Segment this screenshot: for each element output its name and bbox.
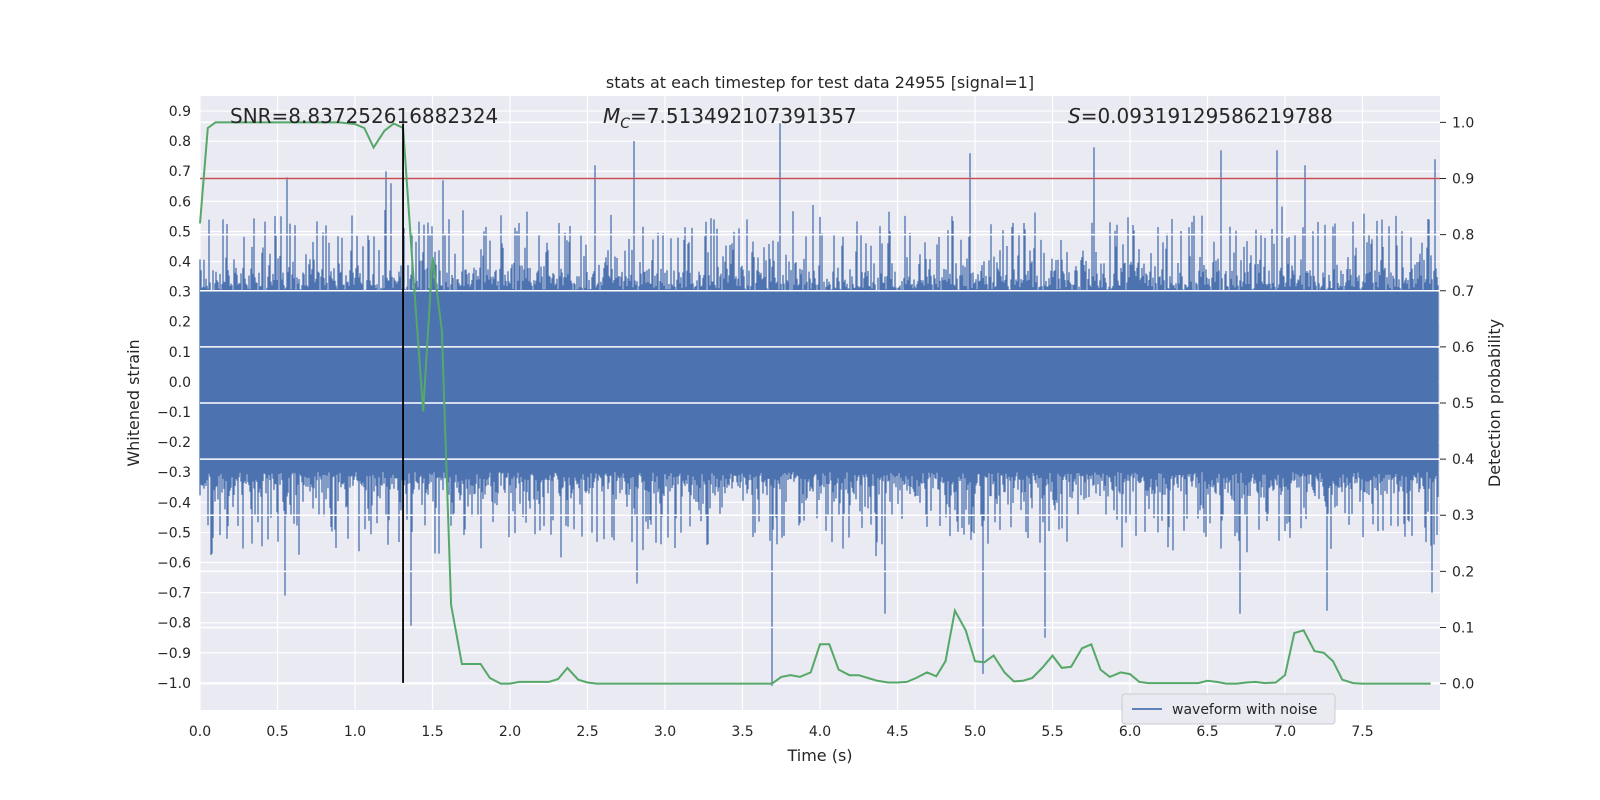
y-tick-label-left: −0.8 <box>157 616 191 632</box>
y-tick-label-right: 0.3 <box>1452 508 1474 524</box>
y-tick-label-right: 0.5 <box>1452 396 1474 412</box>
legend-box <box>1121 693 1336 725</box>
y-axis-label-right: Detection probability <box>1485 319 1504 487</box>
y-tick-label-left: −1.0 <box>157 676 191 692</box>
y-tick-label-left: 0.9 <box>169 104 191 120</box>
y-tick-label-left: 0.7 <box>169 164 191 180</box>
detection-probability-line <box>199 121 1431 685</box>
y-tick-label-left: −0.6 <box>157 556 191 572</box>
x-tick-label: 2.5 <box>576 724 598 740</box>
x-tick-label: 2.0 <box>499 724 521 740</box>
x-tick-label: 5.5 <box>1041 724 1063 740</box>
x-tick-label: 0.5 <box>266 724 288 740</box>
x-tick-label: 1.5 <box>421 724 443 740</box>
y-tick-label-left: −0.2 <box>157 435 191 451</box>
x-tick-label: 7.0 <box>1274 724 1296 740</box>
chart-title: stats at each timestep for test data 249… <box>606 73 1034 92</box>
s-symbol: S <box>1068 104 1081 128</box>
y-tick-label-left: −0.1 <box>157 405 191 421</box>
y-tick-label-right: 0.2 <box>1452 564 1474 580</box>
x-tick-label: 6.5 <box>1196 724 1218 740</box>
legend-entry: waveform with noise <box>1172 702 1317 718</box>
s-value: =0.09319129586219788 <box>1081 104 1333 128</box>
y-tick-label-left: −0.3 <box>157 465 191 481</box>
y-axis-label-left: Whitened strain <box>124 339 143 466</box>
mc-symbol: M <box>603 104 620 128</box>
y-tick-label-right: 0.9 <box>1452 172 1474 188</box>
y-tick-label-left: 0.3 <box>169 285 191 301</box>
s-annotation: S=0.09319129586219788 <box>1068 104 1333 128</box>
x-tick-label: 7.5 <box>1351 724 1373 740</box>
y-tick-label-left: −0.5 <box>157 525 191 541</box>
overlay-group <box>199 121 1440 685</box>
x-tick-label: 1.0 <box>344 724 366 740</box>
y-tick-label-left: −0.9 <box>157 646 191 662</box>
y-tick-label-left: 0.4 <box>169 255 191 271</box>
x-tick-label: 6.0 <box>1119 724 1141 740</box>
x-tick-label: 3.0 <box>654 724 676 740</box>
x-tick-label: 5.0 <box>964 724 986 740</box>
legend: waveform with noise <box>1121 693 1336 725</box>
x-tick-label: 3.5 <box>731 724 753 740</box>
y-tick-label-right: 0.6 <box>1452 340 1474 356</box>
y-tick-label-left: 0.6 <box>169 194 191 210</box>
y-tick-label-left: 0.2 <box>169 315 191 331</box>
mc-subscript: C <box>620 116 630 132</box>
y-tick-label-left: −0.7 <box>157 586 191 602</box>
y-tick-label-right: 1.0 <box>1452 115 1474 131</box>
y-tick-label-right: 0.1 <box>1452 620 1474 636</box>
y-tick-label-right: 0.7 <box>1452 284 1474 300</box>
x-tick-label: 0.0 <box>189 724 211 740</box>
mc-value: =7.513492107391357 <box>630 104 857 128</box>
y-tick-label-right: 0.4 <box>1452 452 1474 468</box>
x-tick-label: 4.0 <box>809 724 831 740</box>
y-tick-label-right: 0.8 <box>1452 228 1474 244</box>
y-tick-label-left: −0.4 <box>157 495 191 511</box>
y-tick-label-left: 0.1 <box>169 345 191 361</box>
axes-text: 0.0 0.5 1.0 1.5 2.0 2.5 3.0 3.5 4.0 4.5 5.0 5.5 6.0 6… <box>157 104 1474 740</box>
y-tick-label-right: 0.0 <box>1452 677 1474 693</box>
x-axis-label: Time (s) <box>786 746 852 765</box>
y-tick-label-left: 0.5 <box>169 224 191 240</box>
snr-annotation: SNR=8.837252616882324 <box>230 104 498 128</box>
mc-annotation: MC=7.513492107391357 <box>603 104 857 132</box>
y-tick-label-left: 0.0 <box>169 375 191 391</box>
x-tick-label: 4.5 <box>886 724 908 740</box>
y-tick-label-left: 0.8 <box>169 134 191 150</box>
